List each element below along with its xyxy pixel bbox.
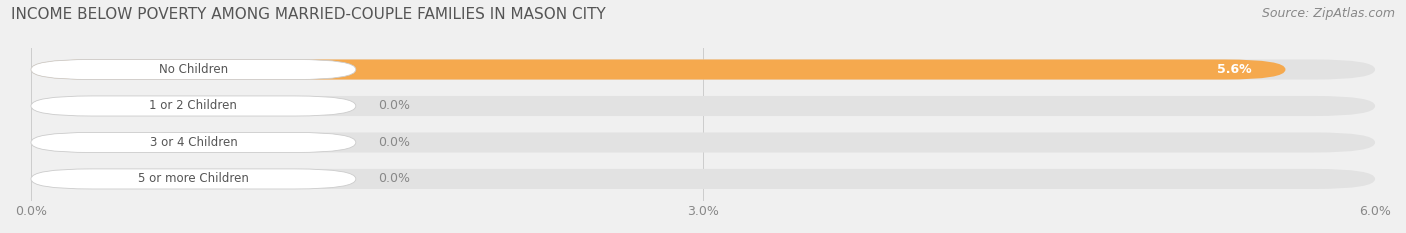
- Text: 5.6%: 5.6%: [1218, 63, 1251, 76]
- FancyBboxPatch shape: [31, 169, 356, 189]
- FancyBboxPatch shape: [31, 59, 1285, 79]
- Text: Source: ZipAtlas.com: Source: ZipAtlas.com: [1261, 7, 1395, 20]
- Text: 0.0%: 0.0%: [378, 99, 411, 113]
- FancyBboxPatch shape: [31, 132, 356, 152]
- FancyBboxPatch shape: [31, 96, 1375, 116]
- FancyBboxPatch shape: [31, 59, 356, 79]
- Text: 0.0%: 0.0%: [378, 136, 411, 149]
- Text: 0.0%: 0.0%: [378, 172, 411, 185]
- Text: 5 or more Children: 5 or more Children: [138, 172, 249, 185]
- Text: No Children: No Children: [159, 63, 228, 76]
- Text: 1 or 2 Children: 1 or 2 Children: [149, 99, 238, 113]
- Text: 3 or 4 Children: 3 or 4 Children: [149, 136, 238, 149]
- FancyBboxPatch shape: [31, 59, 1375, 79]
- Text: INCOME BELOW POVERTY AMONG MARRIED-COUPLE FAMILIES IN MASON CITY: INCOME BELOW POVERTY AMONG MARRIED-COUPL…: [11, 7, 606, 22]
- FancyBboxPatch shape: [31, 169, 1375, 189]
- FancyBboxPatch shape: [31, 96, 356, 116]
- FancyBboxPatch shape: [31, 132, 1375, 152]
